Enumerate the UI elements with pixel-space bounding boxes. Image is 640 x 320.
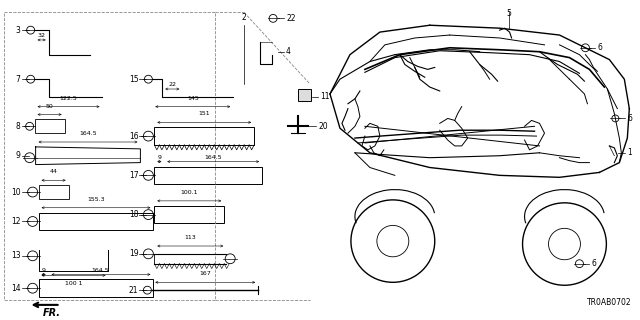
Text: 6: 6 <box>591 259 596 268</box>
Text: 15: 15 <box>129 75 138 84</box>
Text: 2: 2 <box>242 13 246 22</box>
Text: 6: 6 <box>597 43 602 52</box>
Text: 6: 6 <box>627 114 632 123</box>
Text: 9: 9 <box>42 268 45 273</box>
Text: 22: 22 <box>168 82 177 87</box>
Bar <box>38 185 68 199</box>
Text: 122.5: 122.5 <box>60 96 77 101</box>
Text: 4: 4 <box>286 47 291 56</box>
Text: 12: 12 <box>11 217 20 226</box>
Text: 21: 21 <box>129 286 138 295</box>
Text: 11: 11 <box>320 92 330 101</box>
Bar <box>38 213 154 230</box>
Text: 3: 3 <box>16 26 20 35</box>
Bar <box>38 279 154 297</box>
Bar <box>298 89 311 101</box>
Text: FR.: FR. <box>43 308 61 318</box>
Bar <box>154 127 254 145</box>
Text: 100 1: 100 1 <box>65 281 83 286</box>
Text: 7: 7 <box>16 75 20 84</box>
Bar <box>154 166 262 184</box>
Text: 1: 1 <box>627 148 632 157</box>
Text: 50: 50 <box>45 104 54 108</box>
Text: 113: 113 <box>184 235 196 240</box>
Text: 20: 20 <box>318 122 328 131</box>
Text: 22: 22 <box>286 14 296 23</box>
Text: 10: 10 <box>11 188 20 196</box>
Text: 167: 167 <box>200 271 211 276</box>
Text: 16: 16 <box>129 132 138 140</box>
Bar <box>154 206 224 223</box>
Text: TR0AB0702: TR0AB0702 <box>587 298 631 307</box>
Text: 44: 44 <box>49 169 58 174</box>
Text: 13: 13 <box>11 251 20 260</box>
Text: 9: 9 <box>157 155 161 160</box>
Text: 32: 32 <box>38 33 45 38</box>
Text: 14: 14 <box>11 284 20 293</box>
Text: 5: 5 <box>506 9 511 18</box>
Text: 151: 151 <box>198 111 210 116</box>
Text: 17: 17 <box>129 171 138 180</box>
Text: 19: 19 <box>129 249 138 258</box>
Text: 145: 145 <box>187 96 198 101</box>
Text: 164.5: 164.5 <box>204 155 222 160</box>
Text: 100.1: 100.1 <box>180 190 198 195</box>
Text: 9: 9 <box>16 151 20 160</box>
Text: 18: 18 <box>129 210 138 219</box>
Text: 164.5: 164.5 <box>92 268 109 273</box>
Bar <box>35 119 65 133</box>
Text: 8: 8 <box>16 122 20 131</box>
Text: 164.5: 164.5 <box>79 131 97 136</box>
Text: 155.3: 155.3 <box>87 197 105 202</box>
